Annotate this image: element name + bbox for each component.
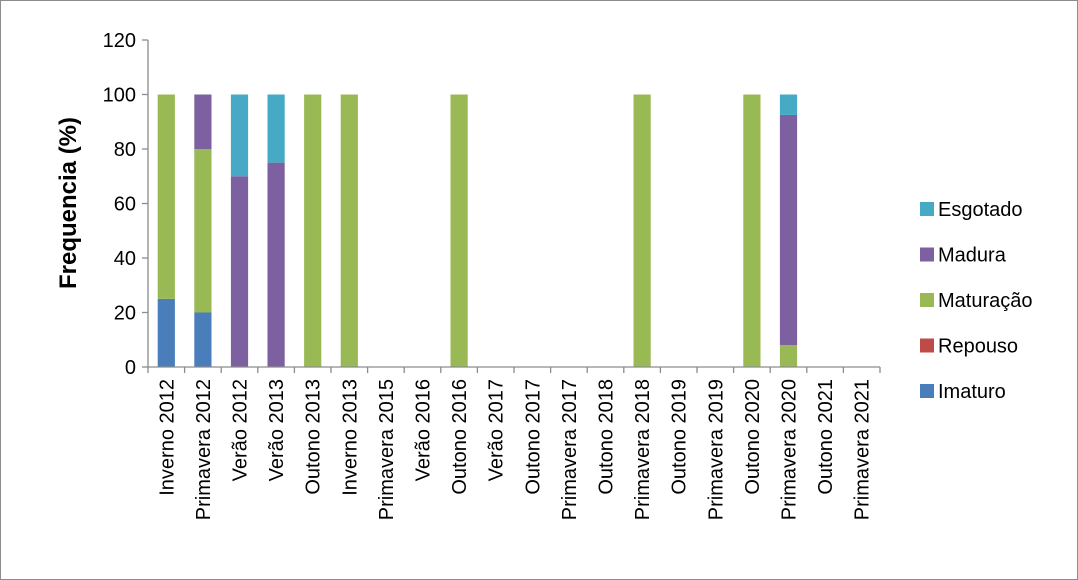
x-tick-label-primavera-2020: Primavera 2020 — [779, 379, 801, 520]
x-tick-label-verao-2012: Verão 2012 — [230, 379, 252, 481]
legend-item-esgotado: Esgotado — [920, 199, 1023, 221]
legend-label-imaturo: Imaturo — [938, 381, 1006, 403]
y-tick-label: 20 — [114, 303, 136, 325]
bar-esgotado-verao-2012 — [230, 94, 249, 177]
bar-maturacao-outono-2020 — [743, 94, 761, 367]
x-tick-label-outono-2019: Outono 2019 — [669, 379, 691, 495]
bar-esgotado-primavera-2020 — [779, 94, 798, 115]
x-tick-label-primavera-2021: Primavera 2021 — [852, 379, 874, 520]
legend-label-repouso: Repouso — [938, 336, 1018, 358]
x-tick-label-outono-2016: Outono 2016 — [449, 379, 471, 495]
y-tick-label: 120 — [103, 30, 136, 52]
legend-label-maturacao: Maturação — [938, 290, 1033, 312]
legend-item-maturacao: Maturação — [920, 290, 1033, 312]
legend-swatch-maturacao — [920, 293, 934, 307]
x-tick-label-inverno-2013: Inverno 2013 — [339, 379, 361, 496]
axes-layer — [147, 40, 880, 368]
legend-swatch-madura — [920, 247, 934, 262]
legend-item-madura: Madura — [920, 245, 1007, 267]
x-ticks-layer: Inverno 2012 Primavera 2012 Verão 2012 Verã… — [147, 367, 881, 520]
x-tick-label-primavera-2019: Primavera 2019 — [705, 379, 727, 520]
bar-maturacao-inverno-2012 — [157, 94, 175, 299]
x-tick-label-inverno-2012: Inverno 2012 — [156, 379, 178, 496]
legend-label-madura: Madura — [938, 245, 1007, 267]
x-tick-label-outono-2020: Outono 2020 — [742, 379, 764, 495]
legend-swatch-esgotado — [920, 202, 934, 216]
bar-imaturo-primavera-2012 — [194, 312, 212, 367]
x-tick-label-verao-2017: Verão 2017 — [486, 379, 508, 481]
y-tick-label: 100 — [103, 85, 136, 107]
x-tick-label-outono-2017: Outono 2017 — [522, 379, 544, 495]
x-tick-label-verao-2016: Verão 2016 — [413, 379, 435, 481]
bar-imaturo-inverno-2012 — [157, 298, 175, 367]
y-axis-title: Frequencia (%) — [55, 117, 82, 289]
bar-maturacao-inverno-2013 — [340, 94, 358, 367]
x-tick-label-primavera-2018: Primavera 2018 — [632, 379, 654, 520]
legend-item-repouso: Repouso — [920, 336, 1018, 358]
x-tick-label-outono-2021: Outono 2021 — [815, 379, 837, 495]
legend: Esgotado Madura Maturação Repouso Imaturo — [920, 199, 1033, 403]
bar-maturacao-outono-2013 — [304, 94, 322, 367]
bar-esgotado-verao-2013 — [267, 94, 285, 163]
bars-layer — [157, 94, 798, 367]
bar-madura-primavera-2020 — [779, 114, 798, 346]
x-tick-label-verao-2013: Verão 2013 — [266, 379, 288, 481]
x-tick-label-outono-2013: Outono 2013 — [303, 379, 325, 495]
bar-maturacao-outono-2016 — [450, 94, 468, 367]
legend-swatch-imaturo — [920, 384, 934, 398]
x-tick-label-primavera-2012: Primavera 2012 — [193, 379, 215, 520]
bar-maturacao-primavera-2012 — [194, 149, 212, 313]
x-tick-label-outono-2018: Outono 2018 — [596, 379, 618, 495]
y-tick-label: 80 — [114, 139, 136, 161]
x-tick-label-primavera-2015: Primavera 2015 — [376, 379, 398, 520]
x-tick-label-primavera-2017: Primavera 2017 — [559, 379, 581, 520]
y-tick-label: 0 — [125, 357, 136, 379]
bar-madura-verao-2013 — [267, 162, 285, 367]
bar-maturacao-primavera-2020 — [779, 345, 798, 367]
bar-madura-primavera-2012 — [194, 94, 212, 149]
y-ticks-layer: 0 20 40 60 80 100 120 — [103, 30, 148, 379]
y-tick-label: 40 — [114, 248, 136, 270]
y-tick-label: 60 — [114, 194, 136, 216]
bar-maturacao-primavera-2018 — [633, 94, 651, 367]
bar-madura-verao-2012 — [230, 176, 249, 367]
legend-label-esgotado: Esgotado — [938, 199, 1023, 221]
legend-swatch-repouso — [920, 338, 934, 353]
legend-item-imaturo: Imaturo — [920, 381, 1006, 403]
